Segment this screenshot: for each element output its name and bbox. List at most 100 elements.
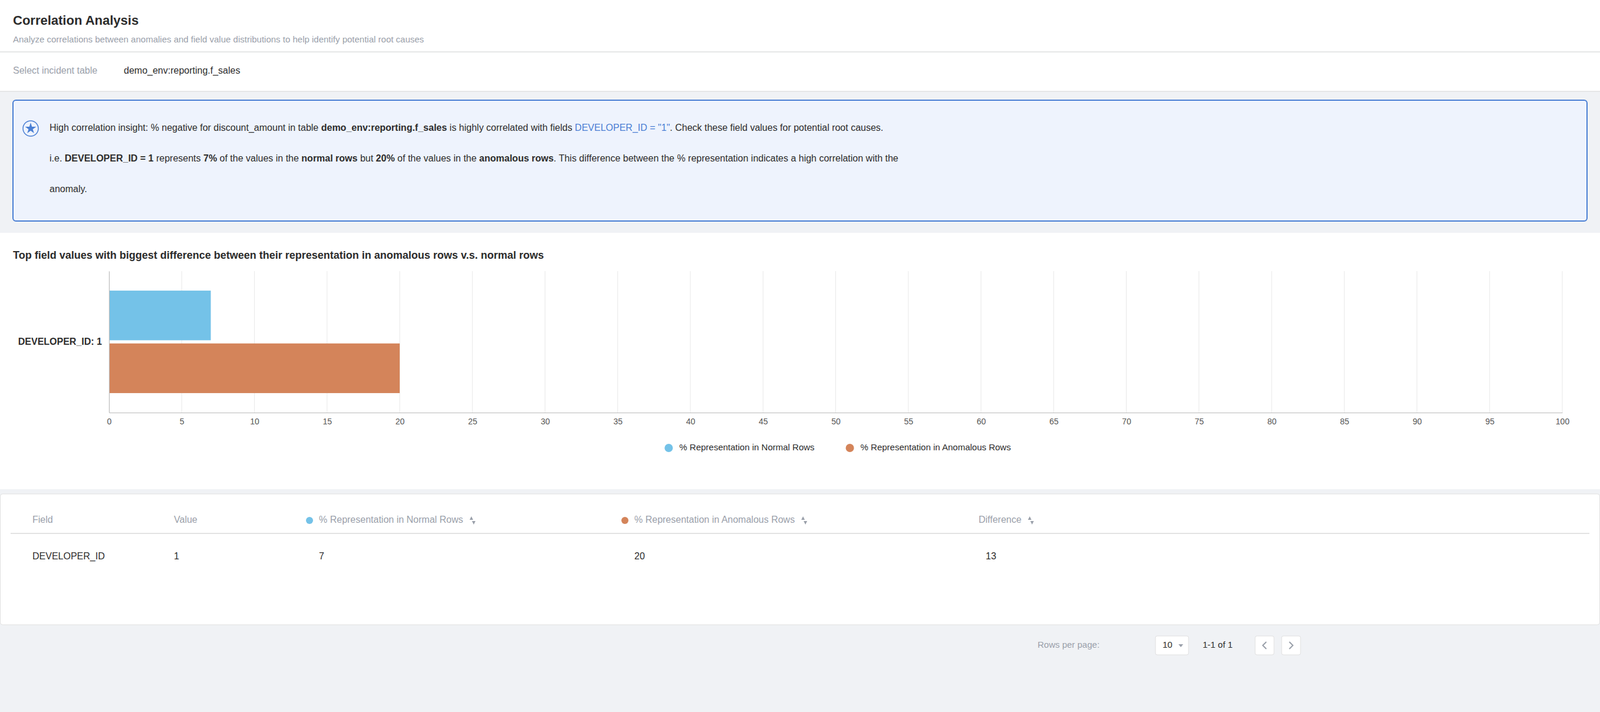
select-label: Select incident table <box>12 65 98 76</box>
header-swatch <box>621 517 629 525</box>
canvas: Correlation AnalysisAnalyze correlations… <box>0 0 1600 712</box>
page: Correlation AnalysisAnalyze correlations… <box>0 0 1600 712</box>
x-tick-label: 30 <box>540 416 551 427</box>
x-tick: 65 <box>1049 412 1059 427</box>
sort-icon[interactable] <box>1028 516 1035 525</box>
insight-text: High correlation insight: % negative for… <box>49 122 322 134</box>
legend-swatch <box>664 443 673 453</box>
grid-line <box>1198 271 1200 413</box>
x-tick-label: 5 <box>179 416 185 427</box>
select-card <box>0 52 1600 92</box>
x-tick: 80 <box>1267 412 1277 427</box>
x-tick-label: 50 <box>831 416 841 427</box>
insight-text: of the values in the <box>216 153 302 164</box>
pagination-label: 1-1 of 1 <box>1202 639 1233 650</box>
x-tick-label: 0 <box>107 416 113 427</box>
header-card <box>0 0 1600 52</box>
x-tick: 35 <box>613 412 623 427</box>
legend: % Representation in Normal Rows % Represe… <box>664 442 1011 453</box>
grid-line <box>1416 271 1418 413</box>
x-tick: 30 <box>540 412 551 427</box>
insight-line: i.e. DEVELOPER_ID = 1 represents 7% of t… <box>49 153 899 164</box>
insight-line: anomaly. <box>49 183 88 194</box>
x-tick-label: 60 <box>976 416 987 427</box>
insight-text: DEVELOPER_ID = 1 <box>64 153 154 164</box>
x-tick: 40 <box>686 412 696 427</box>
x-tick: 100 <box>1555 412 1570 427</box>
y-tick-label: DEVELOPER_ID: 1 <box>18 336 102 347</box>
insight-text: anomalous rows <box>479 153 554 164</box>
table-header-line <box>10 532 1590 534</box>
sort-icon[interactable] <box>469 516 476 525</box>
select-value[interactable]: demo_env:reporting.f_sales <box>123 65 240 77</box>
grid-line <box>617 271 618 413</box>
x-tick-label: 25 <box>468 416 478 427</box>
table-header[interactable]: % Representation in Anomalous Rows <box>634 514 795 525</box>
insight-text: . Check these field values for potential… <box>669 122 884 133</box>
y-axis-line <box>109 271 110 414</box>
x-tick-label: 15 <box>322 416 332 427</box>
grid <box>109 271 1563 413</box>
x-tick-label: 95 <box>1485 416 1495 427</box>
table-cell: DEVELOPER_ID <box>32 551 105 562</box>
table-card <box>0 494 1600 625</box>
grid-line <box>1271 271 1273 413</box>
x-tick-label: 80 <box>1267 416 1277 427</box>
next-page-button[interactable] <box>1281 636 1301 655</box>
chart-card <box>0 232 1600 490</box>
grid-line <box>544 271 546 413</box>
x-tick-label: 55 <box>903 416 914 427</box>
insight-text: normal rows <box>301 153 358 164</box>
table-cell: 1 <box>173 551 180 562</box>
insight-text: i.e. <box>49 153 65 164</box>
grid-line <box>1562 271 1563 413</box>
x-tick: 5 <box>179 412 185 427</box>
x-tick: 85 <box>1340 412 1350 427</box>
grid-line <box>762 271 764 413</box>
table-header[interactable]: Difference <box>978 514 1022 525</box>
insight-text: anomaly. <box>49 183 88 194</box>
sort-icon[interactable] <box>801 516 808 525</box>
insight-link[interactable]: DEVELOPER_ID = "1" <box>574 122 670 134</box>
insight-line: High correlation insight: % negative for… <box>49 122 884 134</box>
x-axis-line <box>109 412 1563 414</box>
next-page-icon[interactable] <box>1289 642 1293 650</box>
x-tick: 0 <box>107 412 113 427</box>
select-caret[interactable] <box>1178 644 1184 648</box>
x-tick: 45 <box>758 412 769 427</box>
grid-line <box>1344 271 1345 413</box>
legend-item: % Representation in Anomalous Rows <box>845 442 1012 453</box>
rows-per-page-value[interactable]: 10 <box>1162 639 1173 650</box>
prev-page-icon[interactable] <box>1262 642 1267 650</box>
legend-label: % Representation in Normal Rows <box>679 442 815 453</box>
x-tick-label: 70 <box>1121 416 1132 427</box>
insight-text: . This difference between the % represen… <box>553 153 899 164</box>
x-tick-label: 75 <box>1194 416 1204 427</box>
x-tick-label: 45 <box>758 416 769 427</box>
insight-text: but <box>357 153 376 164</box>
x-tick: 90 <box>1412 412 1422 427</box>
header-swatch <box>305 517 314 525</box>
table-cell: 13 <box>985 551 997 562</box>
x-tick: 55 <box>903 412 914 427</box>
insight-box <box>12 100 1588 222</box>
x-tick-label: 85 <box>1340 416 1350 427</box>
insight-text: 20% <box>376 153 395 164</box>
divider <box>0 51 1600 53</box>
table-header: Value <box>173 514 198 525</box>
insight-text: demo_env:reporting.f_sales <box>321 122 448 133</box>
page-title: Correlation Analysis <box>12 12 139 28</box>
prev-page-button[interactable] <box>1255 636 1274 655</box>
x-tick: 70 <box>1121 412 1132 427</box>
grid-line <box>907 271 909 413</box>
icon-circle <box>22 120 39 137</box>
x-tick-label: 90 <box>1412 416 1422 427</box>
x-tick: 15 <box>322 412 332 427</box>
table-header: Field <box>32 514 54 525</box>
rows-per-page-select[interactable] <box>1155 636 1189 655</box>
background <box>0 0 1600 712</box>
table-header[interactable]: % Representation in Normal Rows <box>318 514 464 525</box>
insight-icon <box>22 120 39 137</box>
x-tick-label: 40 <box>686 416 696 427</box>
grid-line <box>1126 271 1127 413</box>
